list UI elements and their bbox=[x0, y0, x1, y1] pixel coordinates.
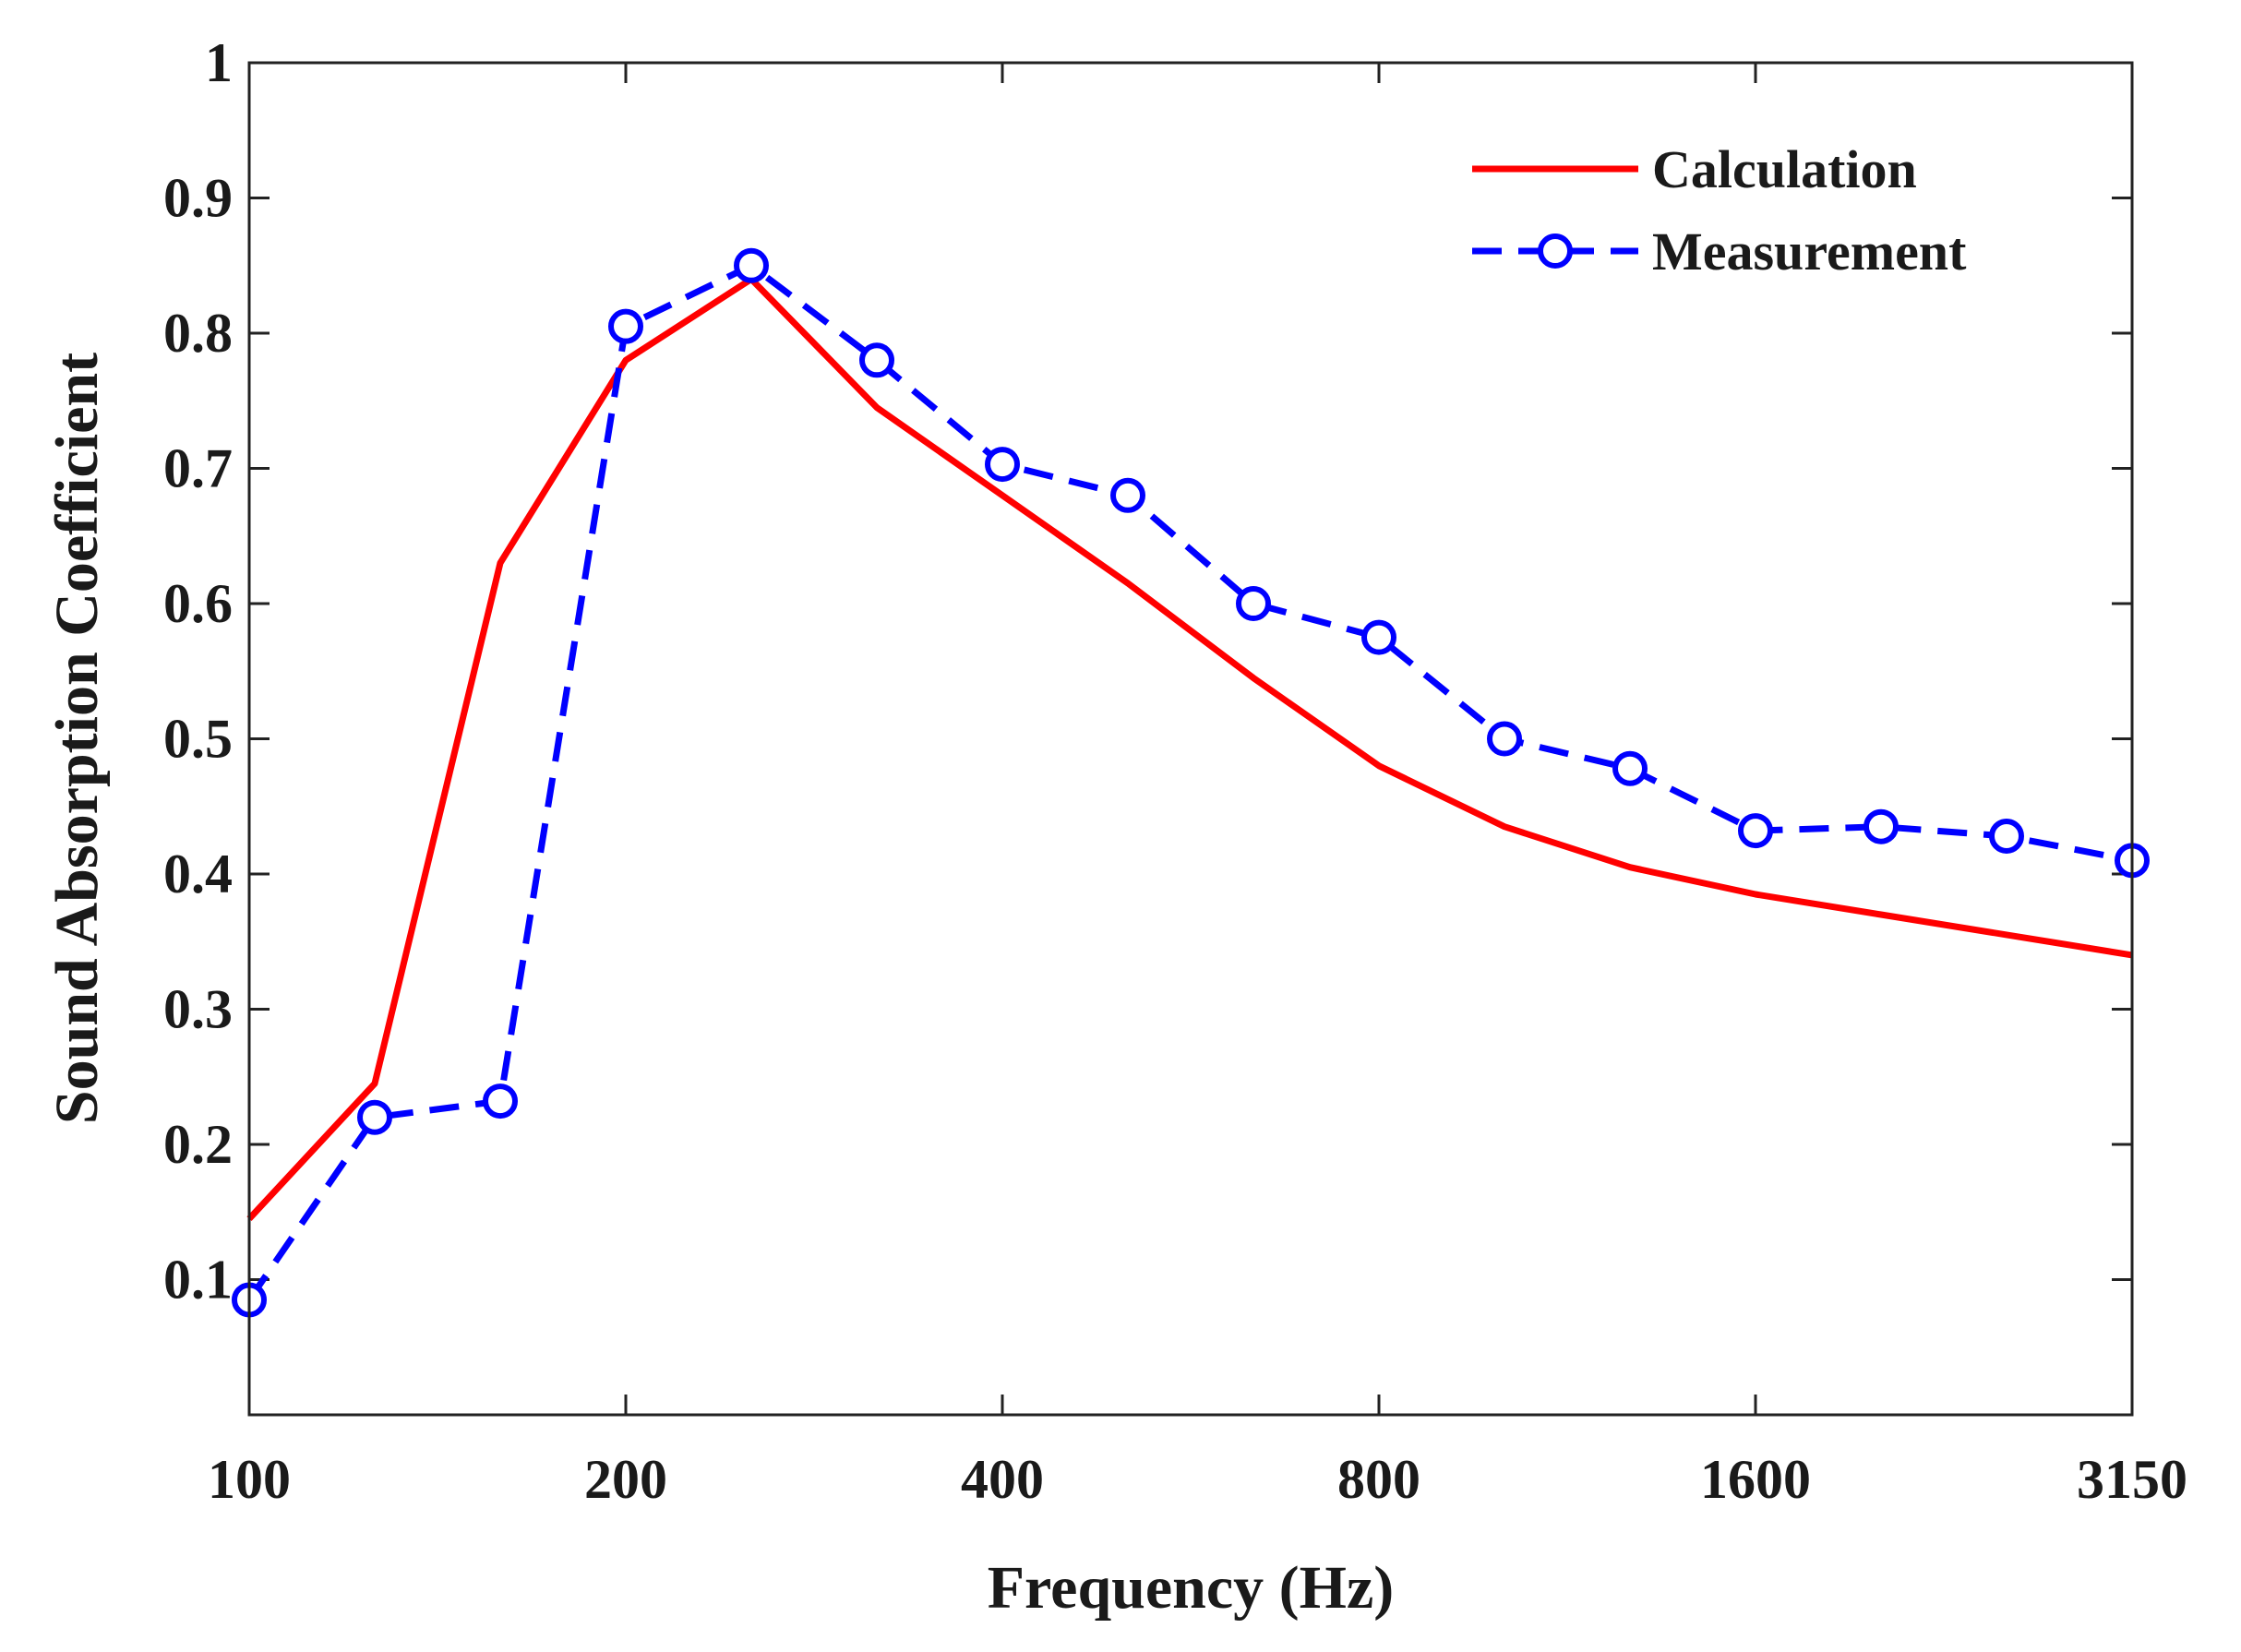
x-axis-ticks: 100 200 400 800 1600 3150 bbox=[208, 63, 2187, 1510]
x-tick-label: 800 bbox=[1337, 1449, 1420, 1510]
data-point-measurement bbox=[1989, 818, 2024, 854]
x-tick-label: 1600 bbox=[1700, 1449, 1811, 1510]
data-point-measurement bbox=[1236, 586, 1271, 621]
series-layer bbox=[232, 247, 2150, 1318]
legend-measurement-label: Measurement bbox=[1652, 221, 1967, 281]
data-point-measurement bbox=[985, 447, 1020, 483]
data-point-measurement bbox=[1361, 619, 1396, 655]
data-point-measurement bbox=[483, 1083, 518, 1119]
data-point-measurement bbox=[1738, 813, 1773, 849]
data-point-measurement bbox=[608, 308, 643, 344]
legend-calculation-label: Calculation bbox=[1652, 139, 1917, 199]
data-point-measurement bbox=[1864, 808, 1899, 844]
data-point-measurement bbox=[357, 1099, 392, 1135]
data-point-measurement bbox=[1110, 477, 1145, 513]
series-calculation bbox=[246, 275, 2133, 1221]
series-measurement bbox=[232, 247, 2150, 1318]
series-line-measurement bbox=[246, 262, 2133, 1302]
series-line-calculation bbox=[246, 275, 2133, 1221]
y-axis-title: Sound Absorption Coefficient bbox=[43, 353, 111, 1124]
data-point-measurement bbox=[1487, 721, 1522, 757]
y-axis-ticks: 0.1 0.2 0.3 0.4 0.5 0.6 0.7 0.8 0.9 1 bbox=[163, 32, 2132, 1311]
x-tick-label: 400 bbox=[961, 1449, 1044, 1510]
data-point-measurement bbox=[1612, 750, 1648, 786]
y-tick-label: 0.4 bbox=[163, 844, 233, 904]
x-tick-label: 200 bbox=[584, 1449, 667, 1510]
data-point-measurement bbox=[734, 247, 769, 283]
y-tick-label: 0.7 bbox=[163, 438, 233, 499]
y-tick-label: 0.3 bbox=[163, 979, 233, 1040]
legend: Calculation Measurement bbox=[1472, 139, 1967, 281]
x-tick-label: 100 bbox=[208, 1449, 291, 1510]
legend-measurement-marker bbox=[1538, 233, 1573, 269]
y-tick-label: 0.8 bbox=[163, 303, 233, 364]
y-tick-label: 0.9 bbox=[163, 168, 233, 229]
plot-area-frame bbox=[247, 61, 2134, 1417]
y-tick-label: 0.1 bbox=[163, 1250, 233, 1311]
y-tick-label: 0.2 bbox=[163, 1114, 233, 1175]
y-tick-label: 0.6 bbox=[163, 573, 233, 634]
x-axis-title: Frequency (Hz) bbox=[988, 1554, 1395, 1622]
data-point-measurement bbox=[859, 342, 894, 378]
x-tick-label: 3150 bbox=[2077, 1449, 2187, 1510]
y-tick-label: 1 bbox=[205, 32, 233, 93]
y-tick-label: 0.5 bbox=[163, 709, 233, 770]
